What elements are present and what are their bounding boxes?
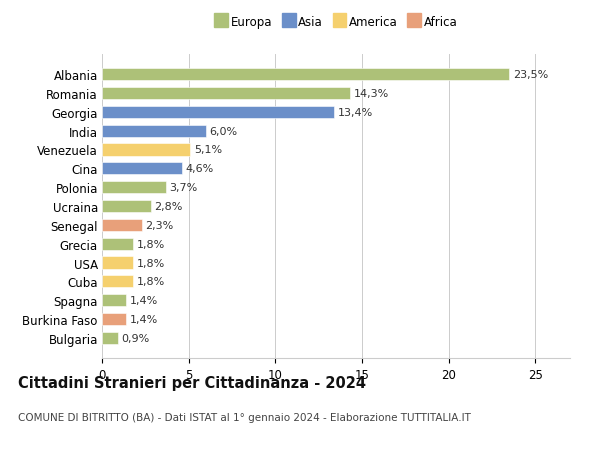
Bar (102, 69, 509, 81)
Text: 1,8%: 1,8% (137, 258, 165, 268)
Bar (102, 294, 126, 307)
Bar (102, 106, 334, 119)
Bar (102, 332, 118, 344)
Bar (102, 276, 133, 288)
Bar (102, 219, 142, 231)
Bar (102, 313, 126, 325)
Text: 4,6%: 4,6% (185, 164, 214, 174)
Bar (102, 182, 166, 194)
Text: 6,0%: 6,0% (209, 126, 238, 136)
Text: 3,7%: 3,7% (170, 183, 198, 193)
Bar (102, 257, 133, 269)
Text: COMUNE DI BITRITTO (BA) - Dati ISTAT al 1° gennaio 2024 - Elaborazione TUTTITALI: COMUNE DI BITRITTO (BA) - Dati ISTAT al … (18, 412, 471, 422)
Text: 1,8%: 1,8% (137, 277, 165, 287)
Bar (102, 201, 151, 213)
Bar (102, 88, 350, 100)
Legend: Europa, Asia, America, Africa: Europa, Asia, America, Africa (212, 14, 460, 32)
Text: 2,3%: 2,3% (145, 220, 173, 230)
Bar (102, 238, 133, 250)
Text: Cittadini Stranieri per Cittadinanza - 2024: Cittadini Stranieri per Cittadinanza - 2… (18, 375, 366, 390)
Text: 0,9%: 0,9% (121, 333, 149, 343)
Text: 14,3%: 14,3% (353, 89, 389, 99)
Text: 2,8%: 2,8% (154, 202, 182, 212)
Text: 1,4%: 1,4% (130, 314, 158, 325)
Text: 13,4%: 13,4% (338, 107, 373, 118)
Bar (102, 163, 182, 175)
Text: 1,4%: 1,4% (130, 296, 158, 306)
Text: 1,8%: 1,8% (137, 239, 165, 249)
Text: 5,1%: 5,1% (194, 145, 222, 155)
Text: 23,5%: 23,5% (513, 70, 548, 80)
Bar (102, 125, 206, 137)
Bar (102, 144, 190, 156)
